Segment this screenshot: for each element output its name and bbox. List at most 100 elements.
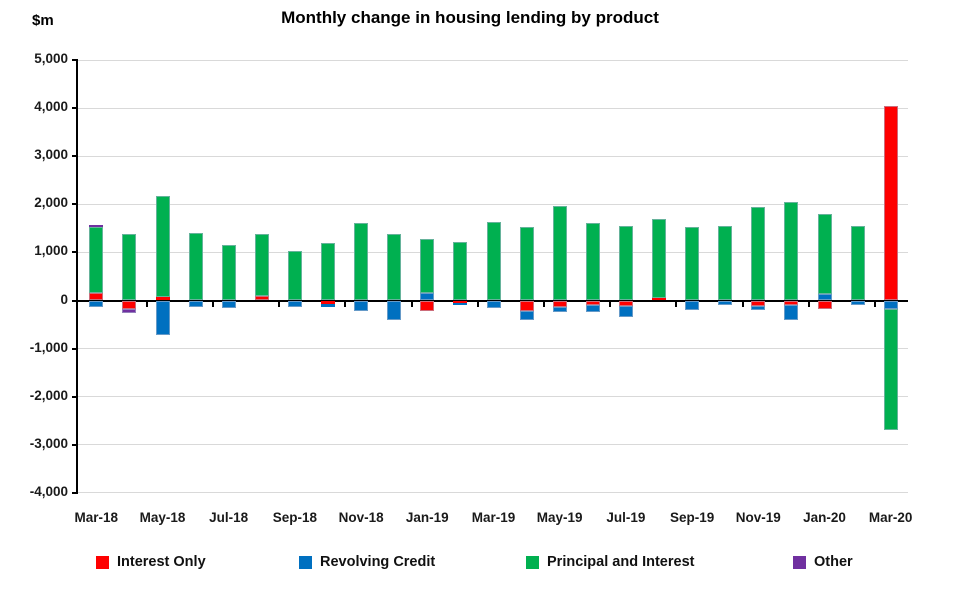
bar-segment [387,300,402,320]
legend-swatch [299,555,312,569]
bar-segment [453,300,468,304]
bar-segment [685,300,700,311]
bar-segment [784,300,799,306]
x-axis-tick-label: Mar-20 [868,510,913,525]
y-axis-line [76,59,78,494]
bar-segment [552,300,567,307]
y-axis-tick-label: 4,000 [34,99,68,115]
gridline [78,492,908,494]
x-axis-tick [344,301,347,307]
bar-segment [420,292,435,301]
bar-segment [585,300,600,305]
gridline [78,155,908,157]
bar-segment [321,300,335,305]
y-axis-tick-label: 1,000 [34,243,68,259]
bar-segment [585,222,600,301]
bar-segment [552,306,567,312]
y-axis-tick [72,491,78,494]
legend-label: Interest Only [117,554,206,570]
bar-segment [354,300,369,312]
y-axis-tick [72,203,78,206]
y-axis-tick-label: 2,000 [34,195,68,211]
bar-segment [552,206,567,301]
bar-segment [486,300,501,309]
x-axis-tick-label: Sep-18 [272,510,318,525]
bar-segment [519,226,534,301]
x-axis-tick-label: May-19 [536,510,583,525]
y-axis-tick [72,107,78,110]
bar-segment [618,305,633,318]
gridline [78,59,908,61]
bar-segment [850,300,865,306]
y-axis-tick [72,395,78,398]
x-axis-tick-label: Jan-19 [405,510,449,525]
legend-item: Other [793,553,853,571]
gridline [78,396,908,398]
x-axis-tick-label: Jul-18 [209,510,249,525]
y-axis-unit-label: $m [32,12,54,29]
x-axis-tick-label: Jan-20 [803,510,846,525]
y-axis-tick-label: -4,000 [29,483,68,499]
x-axis-tick [145,301,148,307]
bar-segment [287,250,302,301]
y-axis-tick [72,443,78,446]
legend-item: Revolving Credit [299,553,435,571]
bar-segment [751,300,766,306]
legend-label: Principal and Interest [547,554,695,570]
gridline [78,107,908,109]
y-axis-tick-label: 5,000 [34,51,68,67]
x-axis-tick [675,301,678,307]
bar-segment [89,293,104,301]
bar-segment [287,300,302,307]
bar-segment [254,234,269,297]
bar-segment [155,195,170,298]
bar-segment [652,298,666,301]
bar-segment [652,219,666,299]
bar-segment [89,227,104,294]
bar-segment [155,300,170,336]
bar-segment [718,300,733,306]
y-axis-tick-label: 3,000 [34,147,68,163]
bar-segment [122,233,137,301]
x-axis-tick [410,301,413,307]
bar-segment [453,241,468,301]
bar-segment [883,309,898,430]
legend-item: Interest Only [96,553,206,571]
gridline [78,203,908,205]
bar-segment [453,303,468,306]
bar-segment [618,300,633,306]
x-axis-tick-label: Mar-19 [471,510,516,525]
y-axis-tick-label: -2,000 [29,387,68,403]
bar-segment [221,245,236,301]
x-axis-tick-label: Mar-18 [74,510,119,525]
bar-segment [883,105,898,301]
bar-segment [188,300,203,307]
legend-swatch [793,555,806,569]
bar-segment [784,305,799,320]
bar-segment [618,226,633,301]
legend-label: Revolving Credit [320,554,436,570]
bar-segment [486,222,501,301]
bar-segment [188,232,203,301]
x-axis-tick [476,301,479,307]
bar-segment [685,227,700,301]
bar-segment [89,225,104,228]
y-axis-tick-label: -3,000 [29,435,68,451]
bar-segment [420,300,435,311]
bar-segment [122,309,137,314]
chart-title: Monthly change in housing lending by pro… [281,8,659,27]
x-axis-tick-label: Jul-19 [606,510,646,525]
x-axis-tick [741,301,744,307]
y-axis-tick [72,155,78,158]
x-axis-tick-label: Nov-18 [338,510,384,525]
y-axis-tick [72,299,78,302]
x-axis-tick [874,301,876,307]
x-axis-tick-label: Sep-19 [669,510,715,525]
y-axis-tick [72,251,78,254]
bar-segment [784,202,799,301]
bar-segment [122,300,137,310]
bar-segment [519,300,534,311]
legend-label: Other [814,554,853,570]
x-axis-tick [543,301,545,307]
